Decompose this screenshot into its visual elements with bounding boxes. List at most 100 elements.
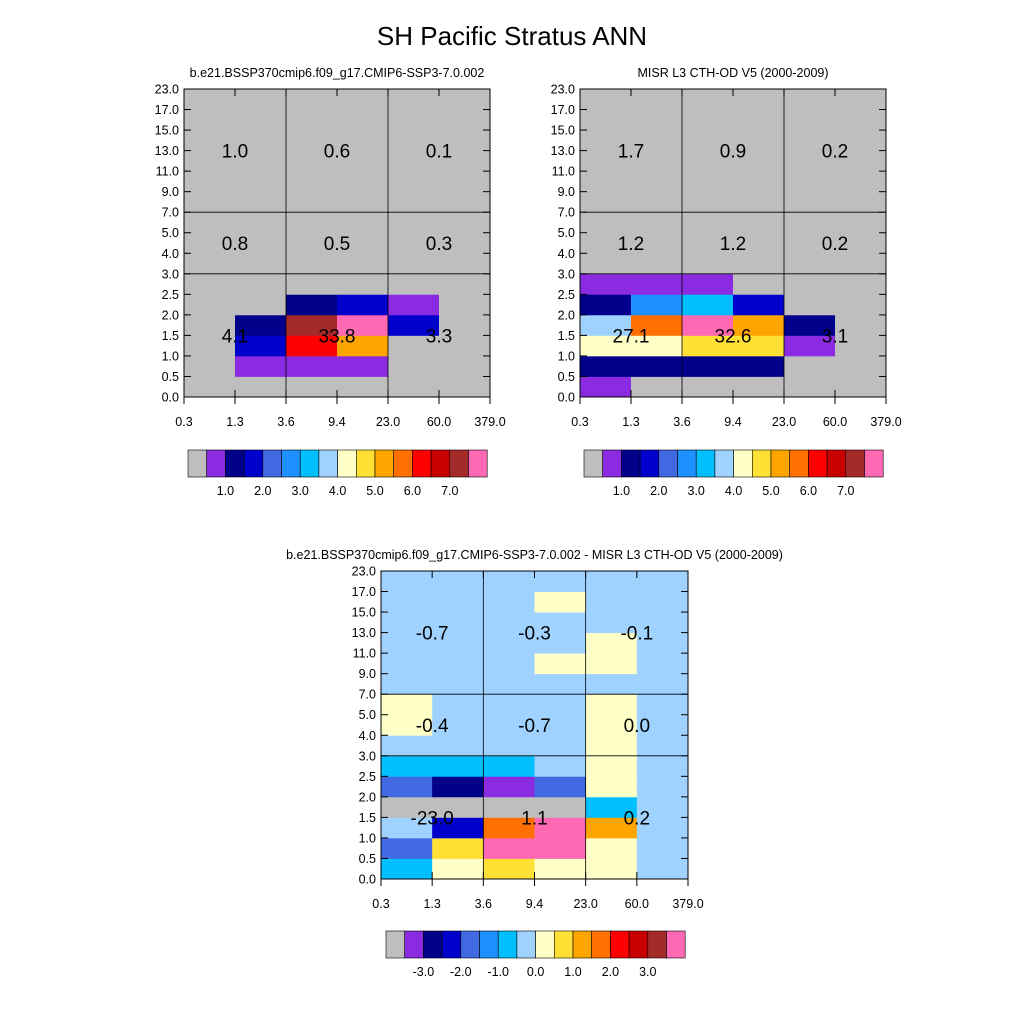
colorbar-label: 3.0: [688, 484, 705, 498]
heatmap-cell: [682, 130, 734, 151]
heatmap-cell: [835, 212, 887, 234]
heatmap-cell: [337, 253, 389, 275]
heatmap-cell: [784, 355, 836, 377]
x-tick-label: 0.3: [175, 415, 192, 429]
heatmap-cell: [636, 714, 689, 736]
heatmap-cell: [733, 253, 785, 275]
heatmap-cell: [483, 653, 535, 675]
heatmap-cell: [580, 314, 632, 336]
colorbar-swatch: [583, 449, 604, 478]
heatmap-cell: [439, 253, 491, 275]
heatmap-cell: [235, 150, 287, 172]
y-tick-label: 1.5: [359, 811, 376, 825]
heatmap-cell: [733, 130, 785, 151]
heatmap-cell: [483, 858, 535, 880]
heatmap-cell: [733, 294, 785, 316]
y-tick-label: 0.5: [359, 852, 376, 866]
heatmap-cell: [631, 150, 683, 172]
heatmap-cell: [631, 294, 683, 316]
heatmap-cell: [585, 673, 638, 695]
y-tick-label: 4.0: [162, 247, 179, 261]
y-tick-label: 0.5: [558, 370, 575, 384]
heatmap-cell: [835, 109, 887, 131]
heatmap-cell: [381, 571, 433, 592]
heatmap-cell: [184, 335, 236, 357]
heatmap-cell: [580, 273, 632, 295]
heatmap-cell: [631, 89, 683, 110]
heatmap-cell: [381, 714, 433, 736]
heatmap-cell: [286, 335, 338, 357]
heatmap-cell: [337, 89, 389, 110]
heatmap-cell: [682, 232, 734, 254]
heatmap-cell: [235, 335, 287, 357]
colorbar-swatch: [430, 449, 451, 478]
heatmap-cell: [388, 212, 440, 234]
heatmap-cell: [439, 273, 491, 295]
y-tick-label: 2.5: [359, 770, 376, 784]
colorbar-swatch: [460, 930, 480, 959]
heatmap-cell: [337, 109, 389, 131]
heatmap-cell: [682, 376, 734, 398]
y-tick-label: 0.5: [162, 370, 179, 384]
y-tick-label: 9.0: [162, 185, 179, 199]
heatmap-cell: [534, 632, 587, 654]
colorbar-swatch: [826, 449, 847, 478]
heatmap-cell: [682, 150, 734, 172]
heatmap-cell: [636, 591, 689, 613]
heatmap-cell: [286, 376, 338, 398]
colorbar-swatch: [441, 930, 462, 959]
heatmap-cell: [381, 796, 433, 818]
heatmap-cell: [235, 232, 287, 254]
heatmap-cell: [682, 109, 734, 131]
colorbar-swatch: [658, 449, 678, 478]
heatmap-cell: [235, 212, 287, 234]
heatmap-cell: [432, 837, 484, 859]
heatmap-cell: [534, 817, 587, 839]
heatmap-cell: [534, 735, 587, 757]
colorbar-label: 2.0: [254, 484, 271, 498]
heatmap-cell: [483, 837, 535, 859]
y-tick-label: 3.0: [558, 267, 575, 281]
heatmap-cell: [585, 694, 638, 716]
heatmap-cell: [381, 591, 433, 613]
heatmap-cell: [534, 714, 587, 736]
panel-2: MISR L3 CTH-OD V5 (2000-2009) 0.0 0.5 1.0 1.…: [551, 66, 902, 498]
heatmap-cell: [337, 335, 389, 357]
heatmap-cell: [835, 191, 887, 213]
x-tick-label: 9.4: [526, 897, 543, 911]
heatmap-cell: [184, 150, 236, 172]
y-tick-label: 11.0: [552, 165, 575, 179]
heatmap-cell: [286, 171, 338, 193]
colorbar-swatch: [677, 449, 697, 478]
heatmap-cell: [733, 376, 785, 398]
heatmap-cell: [580, 253, 632, 275]
heatmap-cell: [483, 591, 535, 613]
heatmap-cell: [784, 232, 836, 254]
colorbar-label: 1.0: [217, 484, 234, 498]
x-tick-label: 3.6: [673, 415, 690, 429]
colorbar-swatch: [733, 449, 753, 478]
y-tick-label: 5.0: [162, 226, 179, 240]
panel-title: MISR L3 CTH-OD V5 (2000-2009): [637, 66, 828, 80]
heatmap-cell: [337, 376, 389, 398]
heatmap-cell: [483, 632, 535, 654]
cell-annotation: 0.8: [222, 234, 248, 255]
x-tick-label: 379.0: [474, 415, 505, 429]
heatmap-cell: [534, 591, 587, 613]
y-tick-label: 23.0: [155, 83, 179, 97]
colorbar-label: -2.0: [450, 965, 472, 979]
heatmap-cell: [388, 376, 440, 398]
heatmap-cell: [184, 109, 236, 131]
heatmap-cell: [235, 171, 287, 193]
heatmap-cell: [733, 273, 785, 295]
heatmap-cell: [835, 314, 887, 336]
heatmap-cell: [835, 130, 887, 151]
y-tick-label: 23.0: [352, 565, 376, 579]
heatmap-cell: [580, 171, 632, 193]
heatmap-cell: [835, 294, 887, 316]
heatmap-cell: [439, 212, 491, 234]
heatmap-cell: [636, 817, 689, 839]
colorbar-swatch: [243, 449, 264, 478]
colorbar-swatch: [535, 930, 555, 959]
cell-annotation: 27.1: [613, 326, 650, 347]
